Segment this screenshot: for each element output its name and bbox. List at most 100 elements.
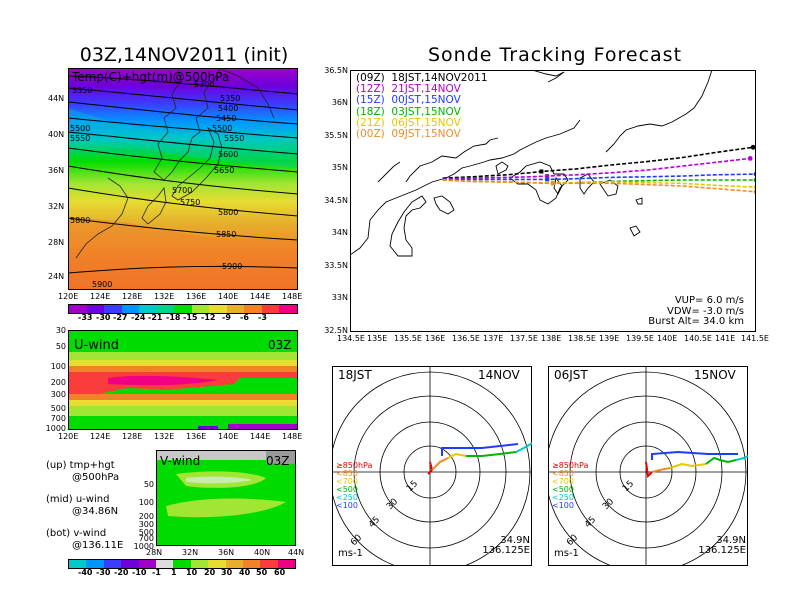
x-tick-label: 137E — [483, 334, 504, 343]
polar-plot-right: 15 30 45 60 — [545, 366, 749, 573]
y-tick-label: 36N — [331, 98, 348, 107]
polar-left-date: 14NOV — [478, 368, 520, 382]
temp-height-label: Temp(C)+hgt(m)@500hPa — [72, 70, 230, 84]
wind-colorbar — [68, 559, 296, 569]
y-tick-label: 200 — [138, 512, 154, 521]
v-wind-x-axis: 28N 32N 36N 40N 44N — [146, 548, 306, 558]
vup-label: VUP= 6.0 m/s — [674, 295, 744, 306]
polar-right-levels: ≥850hPa <850 <700 <500 <250 <100 — [552, 462, 588, 510]
contour-label: 5750 — [180, 198, 201, 207]
y-tick-label: 1000 — [45, 424, 66, 433]
contour-label: 5500 — [212, 124, 233, 133]
track-marker — [545, 174, 550, 179]
track-series-line — [442, 179, 757, 193]
level-entry: <100 — [336, 501, 358, 510]
colorbar-label: -21 — [148, 313, 163, 322]
u-wind-time: 03Z — [268, 338, 292, 352]
colorbar-swatch — [104, 305, 122, 313]
polar-plot-left: 15 30 45 60 — [329, 366, 535, 573]
y-tick-label: 500 — [50, 404, 66, 413]
y-tick-label: 50 — [55, 342, 66, 351]
contour-label: 5900 — [222, 262, 243, 271]
colorbar-swatch — [86, 305, 105, 313]
map-frame — [68, 68, 298, 290]
x-tick-label: 36N — [218, 548, 235, 557]
x-tick-label: 136E — [425, 334, 446, 343]
y-tick-label: 34.5N — [324, 196, 348, 205]
contour-label: 5600 — [218, 150, 239, 159]
x-tick-label: 120E — [58, 292, 79, 301]
colorbar-label: -9 — [222, 313, 231, 322]
v-wind-panel — [156, 450, 296, 546]
colorbar-swatch — [279, 305, 297, 313]
x-tick-label: 139E — [599, 334, 620, 343]
colorbar-swatch — [261, 305, 280, 313]
polar-right-date: 15NOV — [694, 368, 736, 382]
y-tick-label: 32.5N — [324, 326, 348, 335]
contour-label: 5500 — [70, 124, 91, 133]
x-tick-label: 140E — [218, 432, 239, 441]
x-tick-label: 40N — [254, 548, 271, 557]
colorbar-label: 20 — [204, 568, 216, 577]
y-tick-label: 300 — [50, 390, 66, 399]
temperature-colorbar — [68, 304, 298, 314]
legend-entry: (15Z) 00JST,15NOV — [356, 94, 461, 107]
panel-notes: (up) tmp+hgt @500hPa (mid) u-wind @34.86… — [46, 460, 156, 552]
x-tick-label: 132E — [154, 432, 175, 441]
x-tick-label: 135E — [367, 334, 388, 343]
colorbar-label: 50 — [256, 568, 268, 577]
u-wind-y-axis: 30 50 100 200 300 500 700 1000 — [40, 326, 66, 436]
x-tick-label: 136E — [186, 432, 207, 441]
colorbar-label: -1 — [152, 568, 161, 577]
colorbar-swatch — [208, 560, 226, 568]
contour-label: 5900 — [92, 280, 113, 289]
x-tick-label: 32N — [182, 548, 199, 557]
x-tick-label: 140E — [218, 292, 239, 301]
x-tick-label: 138.5E — [568, 334, 596, 343]
map-y-axis: 44N 40N 36N 32N 28N 24N — [48, 68, 68, 290]
note-mid-line2: @34.86N — [72, 506, 119, 517]
v-wind-frame — [156, 450, 296, 546]
colorbar-swatch — [244, 305, 262, 313]
colorbar-label: -40 — [78, 568, 93, 577]
legend-entry: (09Z) 18JST,14NOV2011 — [356, 72, 488, 84]
track-series-line — [442, 157, 751, 180]
vdw-label: VDW= -3.0 m/s — [667, 305, 744, 317]
x-tick-label: 148E — [282, 292, 303, 301]
u-wind-frame — [68, 330, 298, 430]
level-entry: ≥850hPa — [336, 461, 373, 470]
y-tick-label: 50 — [143, 480, 154, 489]
polar-left-unit: ms-1 — [338, 548, 363, 559]
u-wind-panel — [68, 330, 298, 430]
longitude-label: 136.125E — [698, 545, 746, 556]
y-tick-label: 500 — [138, 528, 154, 537]
x-tick-label: 44N — [288, 548, 305, 557]
polar-right-unit: ms-1 — [554, 548, 579, 559]
polar-right-time: 06JST — [554, 368, 588, 382]
contour-label: 5700 — [172, 186, 193, 195]
note-bot-line2: @136.11E — [72, 540, 124, 551]
x-tick-label: 124E — [90, 292, 111, 301]
level-entry: <250 — [552, 493, 574, 502]
y-tick-label: 28N — [48, 238, 65, 247]
colorbar-swatch — [277, 560, 296, 568]
colorbar-label: -27 — [113, 313, 128, 322]
contour-label: 5400 — [218, 104, 239, 113]
colorbar-swatch — [69, 560, 87, 568]
colorbar-swatch — [226, 305, 245, 313]
colorbar-label: 30 — [221, 568, 233, 577]
level-entry: <500 — [336, 485, 358, 494]
colorbar-swatch — [139, 305, 157, 313]
x-tick-label: 138E — [541, 334, 562, 343]
level-entry: <700 — [336, 477, 358, 486]
track-series-line — [442, 173, 757, 181]
hodograph-right: 15 30 45 60 — [545, 366, 749, 573]
colorbar-label: 40 — [239, 568, 251, 577]
contour-label: 5550 — [224, 134, 245, 143]
temperature-height-field — [67, 67, 299, 290]
note-mid-line1: (mid) u-wind — [46, 494, 110, 505]
y-tick-label: 100 — [50, 362, 66, 371]
x-tick-label: 141.5E — [741, 334, 769, 343]
y-tick-label: 32N — [48, 202, 65, 211]
burst-alt-label: Burst Alt= 34.0 km — [648, 316, 744, 327]
